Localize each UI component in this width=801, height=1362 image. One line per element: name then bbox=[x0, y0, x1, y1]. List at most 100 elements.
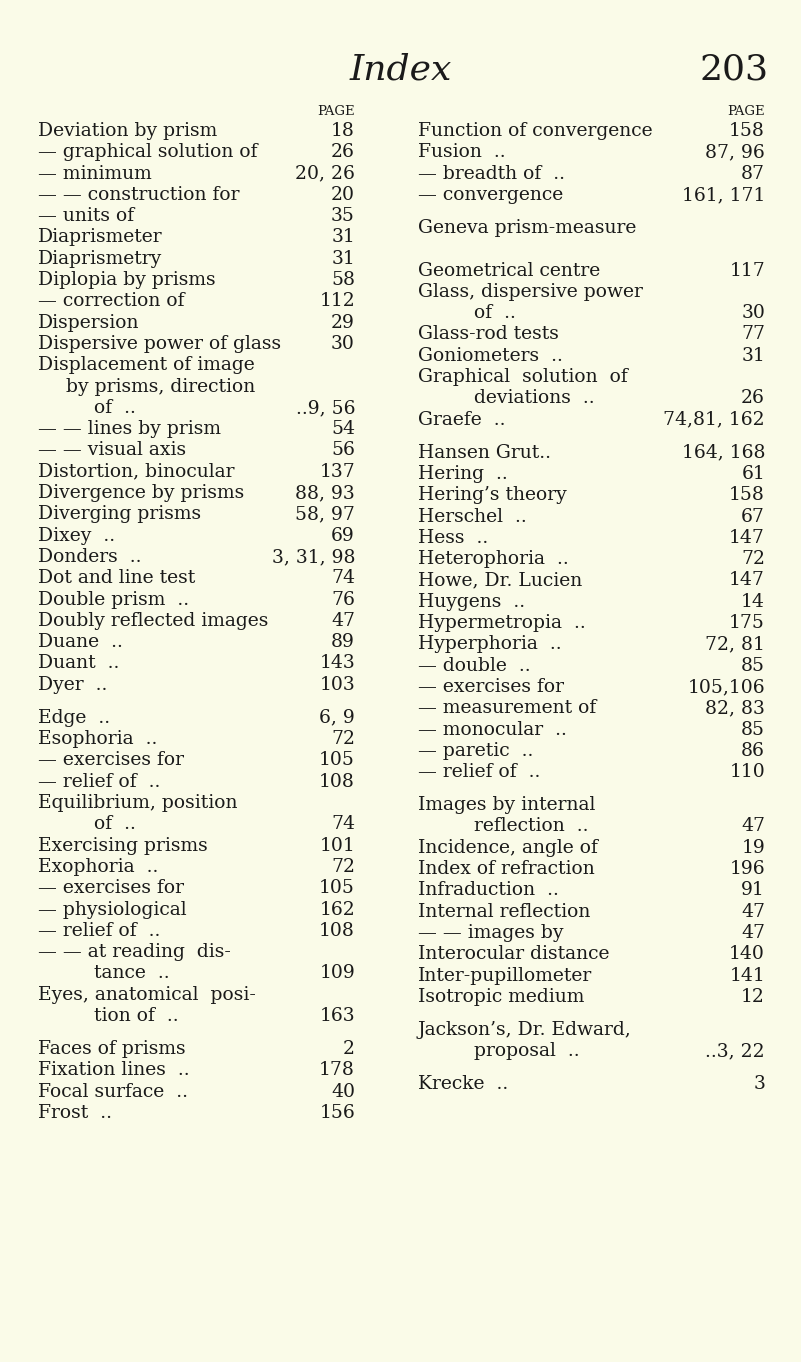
Text: Hering’s theory: Hering’s theory bbox=[418, 486, 567, 504]
Text: Glass-rod tests: Glass-rod tests bbox=[418, 326, 559, 343]
Text: 12: 12 bbox=[741, 987, 765, 1007]
Text: 20: 20 bbox=[331, 185, 355, 204]
Text: 117: 117 bbox=[729, 262, 765, 279]
Text: Frost  ..: Frost .. bbox=[38, 1105, 112, 1122]
Text: — — construction for: — — construction for bbox=[38, 185, 239, 204]
Text: Hypermetropia  ..: Hypermetropia .. bbox=[418, 614, 586, 632]
Text: 161, 171: 161, 171 bbox=[682, 185, 765, 204]
Text: — relief of  ..: — relief of .. bbox=[38, 922, 160, 940]
Text: Diverging prisms: Diverging prisms bbox=[38, 505, 201, 523]
Text: 40: 40 bbox=[331, 1083, 355, 1100]
Text: 158: 158 bbox=[729, 123, 765, 140]
Text: PAGE: PAGE bbox=[317, 105, 355, 118]
Text: 72, 81: 72, 81 bbox=[705, 635, 765, 654]
Text: 72: 72 bbox=[331, 858, 355, 876]
Text: 35: 35 bbox=[331, 207, 355, 225]
Text: Diaprismetry: Diaprismetry bbox=[38, 249, 163, 268]
Text: Howe, Dr. Lucien: Howe, Dr. Lucien bbox=[418, 572, 582, 590]
Text: Geneva prism-measure: Geneva prism-measure bbox=[418, 219, 636, 237]
Text: — exercises for: — exercises for bbox=[418, 678, 564, 696]
Text: 47: 47 bbox=[741, 903, 765, 921]
Text: 175: 175 bbox=[729, 614, 765, 632]
Text: 72: 72 bbox=[741, 550, 765, 568]
Text: Incidence, angle of: Incidence, angle of bbox=[418, 839, 598, 857]
Text: 156: 156 bbox=[320, 1105, 355, 1122]
Text: 6, 9: 6, 9 bbox=[320, 708, 355, 727]
Text: 203: 203 bbox=[700, 52, 769, 86]
Text: 88, 93: 88, 93 bbox=[296, 484, 355, 503]
Text: Equilibrium, position: Equilibrium, position bbox=[38, 794, 238, 812]
Text: 101: 101 bbox=[320, 836, 355, 854]
Text: 109: 109 bbox=[320, 964, 355, 982]
Text: — monocular  ..: — monocular .. bbox=[418, 720, 567, 738]
Text: Diaprismeter: Diaprismeter bbox=[38, 229, 163, 247]
Text: — — visual axis: — — visual axis bbox=[38, 441, 186, 459]
Text: 26: 26 bbox=[741, 390, 765, 407]
Text: PAGE: PAGE bbox=[727, 105, 765, 118]
Text: 85: 85 bbox=[741, 656, 765, 674]
Text: — breadth of  ..: — breadth of .. bbox=[418, 165, 565, 183]
Text: Hansen Grut..: Hansen Grut.. bbox=[418, 444, 551, 462]
Text: 110: 110 bbox=[729, 763, 765, 782]
Text: — exercises for: — exercises for bbox=[38, 880, 184, 898]
Text: Exophoria  ..: Exophoria .. bbox=[38, 858, 159, 876]
Text: 61: 61 bbox=[741, 464, 765, 484]
Text: 47: 47 bbox=[331, 612, 355, 629]
Text: 108: 108 bbox=[319, 772, 355, 791]
Text: Doubly reflected images: Doubly reflected images bbox=[38, 612, 268, 629]
Text: Graefe  ..: Graefe .. bbox=[418, 410, 505, 429]
Text: 3, 31, 98: 3, 31, 98 bbox=[272, 548, 355, 567]
Text: 20, 26: 20, 26 bbox=[295, 165, 355, 183]
Text: Exercising prisms: Exercising prisms bbox=[38, 836, 207, 854]
Text: 54: 54 bbox=[331, 421, 355, 439]
Text: — minimum: — minimum bbox=[38, 165, 151, 183]
Text: Isotropic medium: Isotropic medium bbox=[418, 987, 585, 1007]
Text: Eyes, anatomical  posi-: Eyes, anatomical posi- bbox=[38, 986, 256, 1004]
Text: 178: 178 bbox=[319, 1061, 355, 1079]
Text: 196: 196 bbox=[730, 859, 765, 878]
Text: 147: 147 bbox=[729, 528, 765, 546]
Text: reflection  ..: reflection .. bbox=[474, 817, 589, 835]
Text: Distortion, binocular: Distortion, binocular bbox=[38, 463, 235, 481]
Text: — paretic  ..: — paretic .. bbox=[418, 742, 533, 760]
Text: 108: 108 bbox=[319, 922, 355, 940]
Text: Faces of prisms: Faces of prisms bbox=[38, 1041, 186, 1058]
Text: — relief of  ..: — relief of .. bbox=[38, 772, 160, 791]
Text: 31: 31 bbox=[332, 249, 355, 268]
Text: Donders  ..: Donders .. bbox=[38, 548, 142, 567]
Text: 164, 168: 164, 168 bbox=[682, 444, 765, 462]
Text: 30: 30 bbox=[331, 335, 355, 353]
Text: Index of refraction: Index of refraction bbox=[418, 859, 595, 878]
Text: 85: 85 bbox=[741, 720, 765, 738]
Text: 143: 143 bbox=[320, 655, 355, 673]
Text: 58: 58 bbox=[331, 271, 355, 289]
Text: ..3, 22: ..3, 22 bbox=[706, 1042, 765, 1060]
Text: 89: 89 bbox=[331, 633, 355, 651]
Text: 67: 67 bbox=[741, 508, 765, 526]
Text: Interocular distance: Interocular distance bbox=[418, 945, 610, 963]
Text: of  ..: of .. bbox=[474, 304, 516, 323]
Text: 30: 30 bbox=[741, 304, 765, 323]
Text: — physiological: — physiological bbox=[38, 900, 187, 918]
Text: 72: 72 bbox=[331, 730, 355, 748]
Text: Deviation by prism: Deviation by prism bbox=[38, 123, 217, 140]
Text: 141: 141 bbox=[729, 967, 765, 985]
Text: Edge  ..: Edge .. bbox=[38, 708, 110, 727]
Text: 31: 31 bbox=[741, 347, 765, 365]
Text: 87, 96: 87, 96 bbox=[705, 143, 765, 161]
Text: 140: 140 bbox=[729, 945, 765, 963]
Text: — — lines by prism: — — lines by prism bbox=[38, 421, 221, 439]
Text: 19: 19 bbox=[741, 839, 765, 857]
Text: 158: 158 bbox=[729, 486, 765, 504]
Text: — double  ..: — double .. bbox=[418, 656, 530, 674]
Text: — — images by: — — images by bbox=[418, 923, 563, 943]
Text: Index: Index bbox=[349, 52, 452, 86]
Text: ..9, 56: ..9, 56 bbox=[296, 399, 355, 417]
Text: Dyer  ..: Dyer .. bbox=[38, 676, 107, 693]
Text: — correction of: — correction of bbox=[38, 293, 184, 311]
Text: 29: 29 bbox=[331, 313, 355, 332]
Text: tance  ..: tance .. bbox=[94, 964, 170, 982]
Text: Esophoria  ..: Esophoria .. bbox=[38, 730, 157, 748]
Text: Glass, dispersive power: Glass, dispersive power bbox=[418, 283, 643, 301]
Text: Herschel  ..: Herschel .. bbox=[418, 508, 527, 526]
